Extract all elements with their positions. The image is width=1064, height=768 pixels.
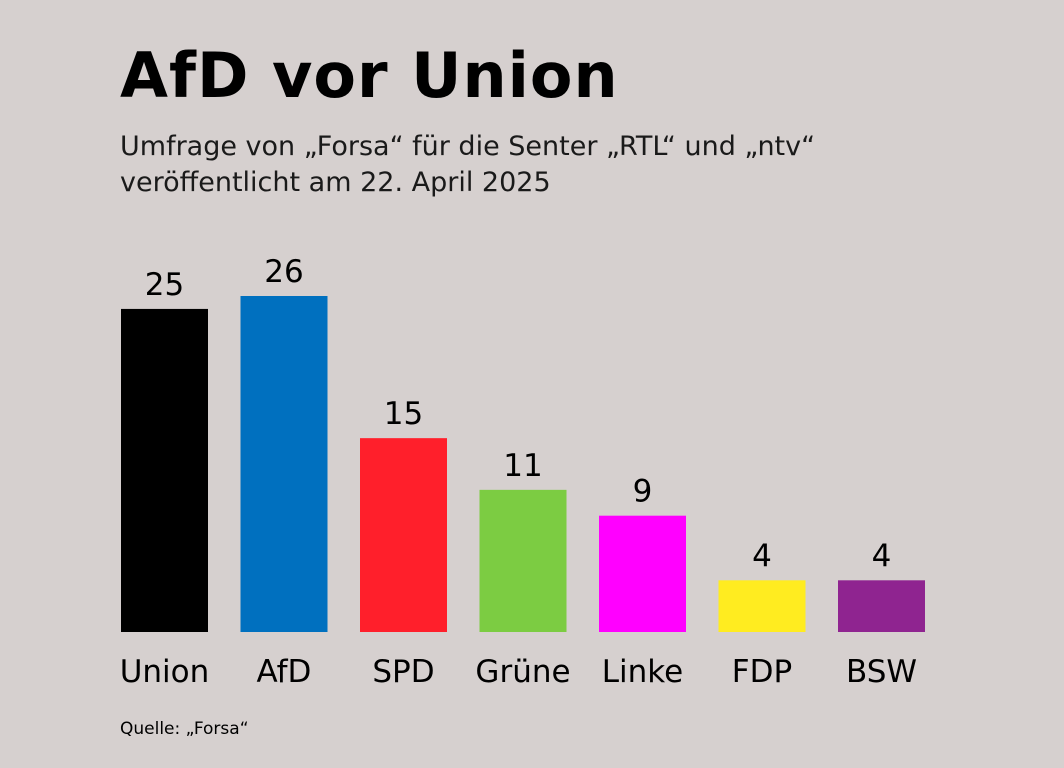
value-label-linke: 9 <box>633 474 653 510</box>
category-label-spd: SPD <box>372 654 434 690</box>
value-label-fdp: 4 <box>752 538 772 574</box>
source-note: Quelle: „Forsa“ <box>120 719 249 739</box>
category-label-gruene: Grüne <box>475 654 570 690</box>
bar-fdp <box>718 580 806 632</box>
subtitle-line-2: veröffentlicht am 22. April 2025 <box>120 167 551 198</box>
value-label-union: 25 <box>145 267 184 303</box>
bar-union <box>121 308 208 632</box>
category-label-linke: Linke <box>602 654 683 690</box>
bar-linke <box>599 515 686 632</box>
bar-afd <box>240 296 328 632</box>
bar-spd <box>360 438 447 632</box>
category-label-union: Union <box>120 654 210 690</box>
chart-title: AfD vor Union <box>120 39 619 112</box>
category-label-bsw: BSW <box>846 654 917 690</box>
value-label-gruene: 11 <box>503 448 542 484</box>
chart-subtitle: Umfrage von „Forsa“ für die Senter „RTL“… <box>120 129 815 201</box>
value-label-spd: 15 <box>384 396 423 432</box>
value-label-bsw: 4 <box>872 538 892 574</box>
value-label-afd: 26 <box>264 254 303 290</box>
bar-bsw <box>838 580 925 632</box>
bar-gruene <box>479 489 567 632</box>
category-label-fdp: FDP <box>732 654 792 690</box>
category-label-afd: AfD <box>257 654 312 690</box>
subtitle-line-1: Umfrage von „Forsa“ für die Senter „RTL“… <box>120 131 816 162</box>
